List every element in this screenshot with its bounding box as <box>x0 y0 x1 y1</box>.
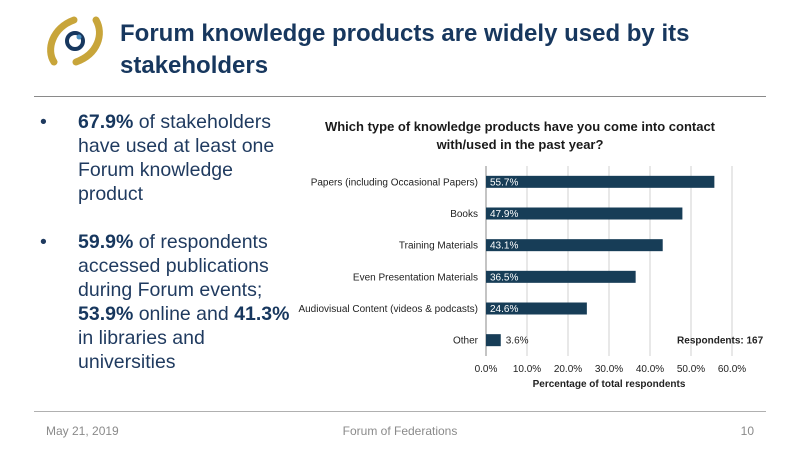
bullet-text: of respondents accessed publications dur… <box>78 231 269 301</box>
slide-title: Forum knowledge products are widely used… <box>120 20 690 79</box>
footer-divider <box>34 411 766 412</box>
x-tick-label: 60.0% <box>718 364 746 375</box>
bar <box>486 175 715 188</box>
bullet-stat: 67.9% <box>78 111 134 133</box>
title-divider <box>34 96 766 97</box>
bullet-text: of stakeholders have used at least one F… <box>78 111 275 205</box>
bullet-stat: 59.9% <box>78 231 134 253</box>
x-axis-label: Percentage of total respondents <box>533 379 686 390</box>
x-tick-label: 50.0% <box>677 364 705 375</box>
category-label: Papers (including Occasional Papers) <box>311 177 478 188</box>
x-tick-label: 40.0% <box>636 364 664 375</box>
category-label: Books <box>450 209 478 220</box>
footer-organization: Forum of Federations <box>342 424 458 438</box>
page-number: 10 <box>740 424 754 438</box>
bullet-stat: 53.9% <box>78 303 134 325</box>
category-label: Audiovisual Content (videos & podcasts) <box>298 304 478 315</box>
data-label: 47.9% <box>490 209 518 220</box>
data-label: 55.7% <box>490 177 518 188</box>
bullet-dot: • <box>40 111 47 133</box>
footer-date: May 21, 2019 <box>46 424 119 438</box>
bullet-item: • 67.9% of stakeholders have used at lea… <box>40 110 300 206</box>
bar <box>486 239 663 252</box>
x-tick-label: 20.0% <box>554 364 582 375</box>
forum-logo <box>47 16 103 66</box>
x-tick-label: 30.0% <box>595 364 623 375</box>
data-label: 36.5% <box>490 272 518 283</box>
bullet-list: • 67.9% of stakeholders have used at lea… <box>40 110 300 398</box>
data-label: 24.6% <box>490 304 518 315</box>
chart-title: Which type of knowledge products have yo… <box>324 119 716 152</box>
data-label: 43.1% <box>490 241 518 252</box>
bullet-text: online and <box>133 303 235 325</box>
bar <box>486 270 636 283</box>
category-label: Even Presentation Materials <box>353 272 478 283</box>
bullet-item: • 59.9% of respondents accessed publicat… <box>40 230 300 374</box>
bullet-stat: 41.3% <box>234 303 290 325</box>
x-tick-label: 10.0% <box>513 364 541 375</box>
bar <box>486 334 501 347</box>
bullet-text: in libraries and universities <box>78 327 205 373</box>
category-label: Other <box>453 336 479 347</box>
bar <box>486 207 683 220</box>
category-label: Training Materials <box>399 241 478 252</box>
bullet-dot: • <box>40 231 47 253</box>
x-tick-label: 0.0% <box>475 364 498 375</box>
bar <box>486 302 587 315</box>
data-label: 3.6% <box>506 336 529 347</box>
respondents-annotation: Respondents: 167 <box>677 336 764 347</box>
